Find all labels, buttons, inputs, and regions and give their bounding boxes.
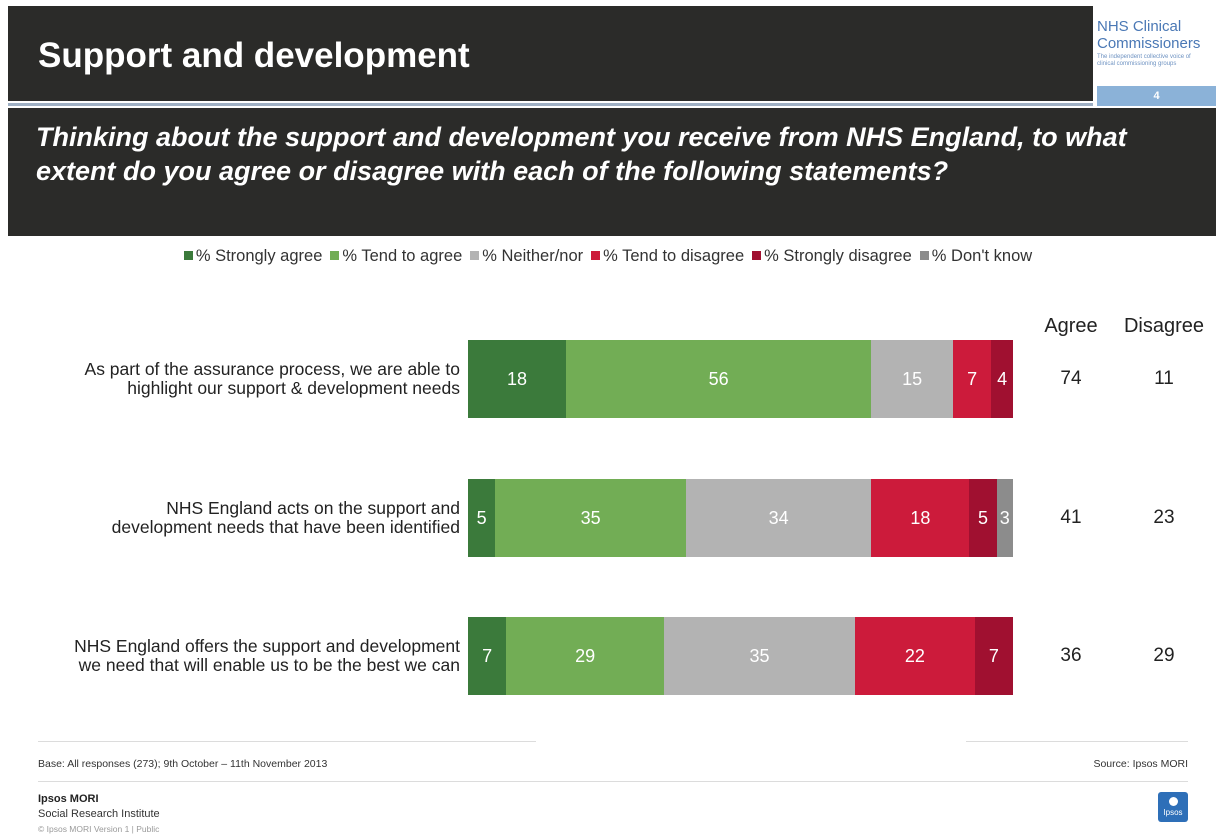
- bar-row: 5 35 34 18 5 3: [468, 479, 1013, 557]
- bar-segment: 7: [953, 340, 992, 418]
- data-label: 22: [904, 645, 925, 666]
- legend-item: % Strongly disagree: [752, 247, 912, 266]
- data-label: 18: [507, 368, 528, 389]
- disagree-column-header: Disagree: [1123, 315, 1205, 337]
- data-label: 56: [708, 368, 729, 389]
- data-label: 5: [476, 507, 487, 528]
- question-text: Thinking about the support and developme…: [36, 122, 1127, 186]
- legend-item: % Neither/nor: [470, 247, 583, 266]
- legend-swatch: [591, 251, 601, 260]
- data-label: 7: [967, 368, 978, 389]
- agree-total: 36: [1060, 645, 1082, 666]
- legend-swatch: [470, 251, 480, 260]
- copyright-note: © Ipsos MORI Version 1 | Public: [38, 824, 160, 834]
- footer-rule-bottom: [38, 781, 1188, 782]
- bar-row: 7 29 35 22 7: [468, 617, 1013, 695]
- data-label: 35: [580, 507, 601, 528]
- bar-segment: 5: [969, 479, 997, 557]
- chart-legend: % Strongly agree % Tend to agree % Neither…: [0, 247, 1216, 266]
- title-bar: [8, 6, 1093, 101]
- bar-segment: 34: [686, 479, 872, 557]
- bar-segment: 7: [468, 617, 507, 695]
- legend-item: % Don't know: [919, 247, 1033, 266]
- slide-title: Support and development: [38, 36, 470, 75]
- bar-segment: 3: [996, 479, 1013, 557]
- category-label-line: development needs that have been identif…: [111, 517, 460, 537]
- bar-segment: 56: [566, 340, 872, 418]
- legend-item: % Tend to agree: [330, 247, 462, 266]
- legend-label: % Neither/nor: [482, 247, 584, 265]
- legend-label: % Don't know: [931, 247, 1033, 265]
- base-note: Base: All responses (273); 9th October –…: [38, 758, 328, 770]
- bar-segment: 7: [974, 617, 1013, 695]
- page-number: 4: [1097, 86, 1216, 106]
- data-label: 15: [902, 368, 923, 389]
- category-label: NHS England acts on the support and devel…: [112, 499, 460, 537]
- legend-item: % Tend to disagree: [591, 247, 744, 266]
- ipsos-logo-icon: [1168, 797, 1178, 806]
- question-bar: [8, 108, 1216, 236]
- category-label-line: we need that will enable us to be the be…: [78, 655, 460, 675]
- header-divider: [8, 103, 1093, 106]
- bar-segment: 5: [468, 479, 496, 557]
- bar-segment: 22: [854, 617, 975, 695]
- legend-swatch: [330, 251, 340, 260]
- category-label: As part of the assurance process, we are…: [85, 360, 460, 398]
- logo-line-2: Commissioners: [1097, 35, 1201, 52]
- data-label: 35: [749, 645, 770, 666]
- bar-segment: 18: [871, 479, 970, 557]
- bar-segment: 15: [871, 340, 954, 418]
- legend-item: % Strongly agree: [183, 247, 323, 266]
- data-label: 3: [999, 507, 1010, 528]
- bar-segment: 4: [991, 340, 1013, 418]
- source-note: Source: Ipsos MORI: [1093, 758, 1188, 770]
- legend-label: % Strongly agree: [195, 247, 323, 265]
- data-label: 7: [988, 645, 999, 666]
- disagree-total: 23: [1153, 507, 1175, 528]
- data-label: 7: [482, 645, 493, 666]
- data-label: 4: [997, 368, 1008, 389]
- bar-segment: 29: [506, 617, 665, 695]
- agree-total: 74: [1060, 368, 1082, 389]
- legend-label: % Tend to disagree: [603, 247, 745, 265]
- ipsos-logo-text: Ipsos: [1163, 808, 1183, 817]
- bar-segment: 18: [468, 340, 567, 418]
- agree-total: 41: [1060, 507, 1082, 528]
- bar-segment: 35: [495, 479, 686, 557]
- legend-swatch: [919, 251, 929, 260]
- ipsos-logo: Ipsos: [1158, 792, 1188, 822]
- legend-swatch: [752, 251, 762, 260]
- bar-segment: 35: [664, 617, 855, 695]
- data-label: 29: [575, 645, 596, 666]
- footer-rule-left: [38, 741, 536, 742]
- legend-label: % Tend to agree: [342, 247, 463, 265]
- category-label: NHS England offers the support and devel…: [74, 637, 460, 675]
- data-label: 18: [910, 507, 931, 528]
- bar-row: 18 56 15 7 4: [468, 340, 1013, 418]
- org-name: Ipsos MORI: [38, 793, 99, 805]
- agree-column-header: Agree: [1044, 315, 1098, 337]
- logo-line-1: NHS Clinical: [1097, 18, 1182, 35]
- logo-tagline: The independent collective voice of clin…: [1097, 54, 1191, 67]
- category-label-line: NHS England acts on the support and: [166, 498, 460, 518]
- footer-rule-right: [966, 741, 1188, 742]
- data-label: 34: [768, 507, 789, 528]
- nhs-clinical-commissioners-logo: NHS Clinical Commissioners The independe…: [1097, 18, 1216, 84]
- disagree-total: 11: [1154, 368, 1174, 389]
- disagree-total: 29: [1153, 645, 1175, 666]
- legend-swatch: [183, 251, 193, 260]
- legend-label: % Strongly disagree: [764, 247, 912, 265]
- category-label-line: NHS England offers the support and devel…: [74, 636, 460, 656]
- category-label-line: As part of the assurance process, we are…: [84, 359, 460, 379]
- data-label: 5: [978, 507, 989, 528]
- org-subtitle: Social Research Institute: [38, 808, 160, 820]
- category-label-line: highlight our support & development need…: [127, 378, 460, 398]
